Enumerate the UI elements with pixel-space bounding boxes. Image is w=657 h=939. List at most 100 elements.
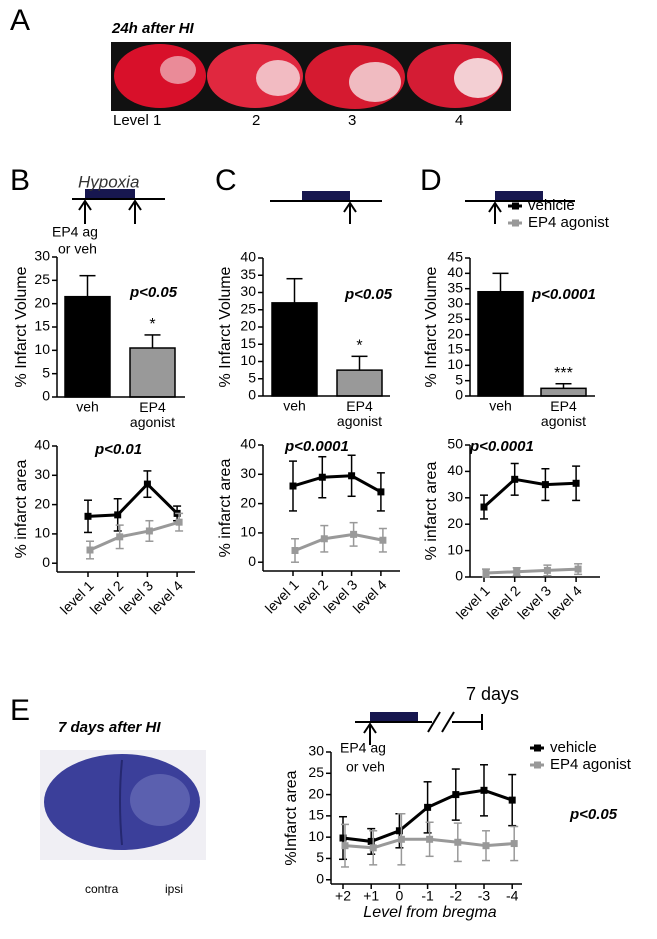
y-tick-label: 20 [34, 495, 50, 511]
arrow-label: EP4 ag [52, 224, 98, 240]
y-axis-label: % infarct area [13, 460, 30, 559]
point [369, 844, 377, 852]
x-tick-label: EP4 agonist [337, 398, 382, 429]
annotation: p<0.0001 [531, 286, 596, 303]
arrow-label: EP4 ag [340, 740, 386, 756]
legend-marker [534, 761, 541, 769]
y-axis-label: % Infarct Volume [13, 266, 30, 387]
x-tick-label: level 3 [514, 582, 554, 622]
x-tick-label: -4 [506, 888, 519, 904]
x-tick-label: level 1 [453, 582, 493, 622]
point [574, 565, 582, 573]
bar [336, 369, 383, 397]
y-tick-label: 15 [34, 318, 50, 334]
duration-label: 7 days [466, 684, 519, 704]
annotation: p<0.0001 [284, 438, 349, 455]
y-tick-label: 40 [447, 264, 463, 280]
x-tick-label: level 4 [146, 577, 186, 617]
series-line [87, 481, 179, 518]
point [482, 569, 490, 577]
significance: * [356, 338, 362, 355]
y-tick-label: 10 [240, 352, 256, 368]
y-tick-label: 25 [34, 271, 50, 287]
side-label: contra [85, 882, 119, 896]
arrow-label: or veh [58, 241, 97, 257]
point [454, 838, 462, 846]
y-tick-label: 10 [34, 341, 50, 357]
y-tick-label: 30 [240, 283, 256, 299]
panel-label: E [10, 694, 30, 727]
y-tick-label: 40 [240, 436, 256, 452]
point [116, 533, 124, 541]
y-tick-label: 0 [248, 553, 256, 569]
y-axis-label: % Infarct Volume [217, 266, 234, 387]
bar [271, 302, 318, 397]
point [320, 535, 328, 543]
point [379, 536, 387, 544]
series-line [294, 532, 384, 552]
point [510, 840, 518, 848]
annotation: p<0.0001 [469, 438, 534, 455]
y-tick-label: 15 [308, 807, 324, 823]
y-tick-label: 20 [34, 294, 50, 310]
annotation: p<0.01 [94, 441, 142, 458]
y-tick-label: 10 [447, 541, 463, 557]
annotation: p<0.05 [129, 284, 178, 301]
point [348, 472, 356, 480]
y-tick-label: 0 [455, 387, 463, 403]
brain-photos [111, 42, 511, 111]
point [480, 786, 488, 794]
panel-title: 7 days after HI [58, 719, 161, 736]
x-tick-label: -3 [478, 888, 491, 904]
y-tick-label: 0 [455, 568, 463, 584]
y-axis-label: %Infarct area [283, 770, 300, 865]
y-tick-label: 35 [447, 279, 463, 295]
level-label: Level 1 [113, 112, 161, 129]
panel-label: A [10, 4, 30, 37]
y-axis-label: % infarct area [423, 462, 440, 561]
point [452, 791, 460, 799]
legend-marker [512, 202, 519, 210]
legend-marker [512, 219, 519, 227]
panel-label: D [420, 164, 442, 197]
point [367, 837, 375, 845]
y-tick-label: 15 [240, 335, 256, 351]
panel-label: B [10, 164, 30, 197]
x-tick-label: -2 [450, 888, 463, 904]
y-tick-label: 15 [447, 341, 463, 357]
y-axis-label: % Infarct Volume [423, 266, 440, 387]
x-tick-label: -1 [421, 888, 434, 904]
significance: * [149, 316, 155, 333]
y-tick-label: 0 [42, 554, 50, 570]
bar [477, 290, 524, 397]
series-line [292, 474, 382, 494]
x-tick-label: EP4 agonist [130, 399, 175, 430]
y-tick-label: 50 [447, 436, 463, 452]
x-tick-label: veh [283, 398, 306, 414]
y-tick-label: 40 [240, 249, 256, 265]
level-label: 4 [455, 112, 463, 129]
x-tick-label: +1 [363, 888, 379, 904]
point [482, 842, 490, 850]
point [175, 518, 183, 526]
point [426, 835, 434, 843]
y-tick-label: 20 [240, 318, 256, 334]
point [424, 803, 432, 811]
legend-label: vehicle [528, 197, 575, 214]
point [341, 842, 349, 850]
y-tick-label: 30 [447, 295, 463, 311]
x-tick-label: level 4 [350, 576, 390, 616]
y-tick-label: 0 [42, 388, 50, 404]
y-tick-label: 10 [308, 828, 324, 844]
point [541, 481, 549, 489]
annotation: p<0.05 [569, 806, 618, 823]
x-tick-label: veh [489, 398, 512, 414]
y-tick-label: 5 [316, 849, 324, 865]
bar [540, 387, 587, 397]
y-tick-label: 5 [42, 364, 50, 380]
point [480, 503, 488, 511]
timeline-label: Hypoxia [78, 172, 139, 191]
bar [64, 295, 111, 398]
y-tick-label: 30 [447, 489, 463, 505]
legend-label: vehicle [550, 739, 597, 756]
